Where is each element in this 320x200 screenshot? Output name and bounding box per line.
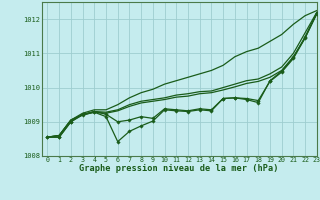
- X-axis label: Graphe pression niveau de la mer (hPa): Graphe pression niveau de la mer (hPa): [79, 164, 279, 173]
